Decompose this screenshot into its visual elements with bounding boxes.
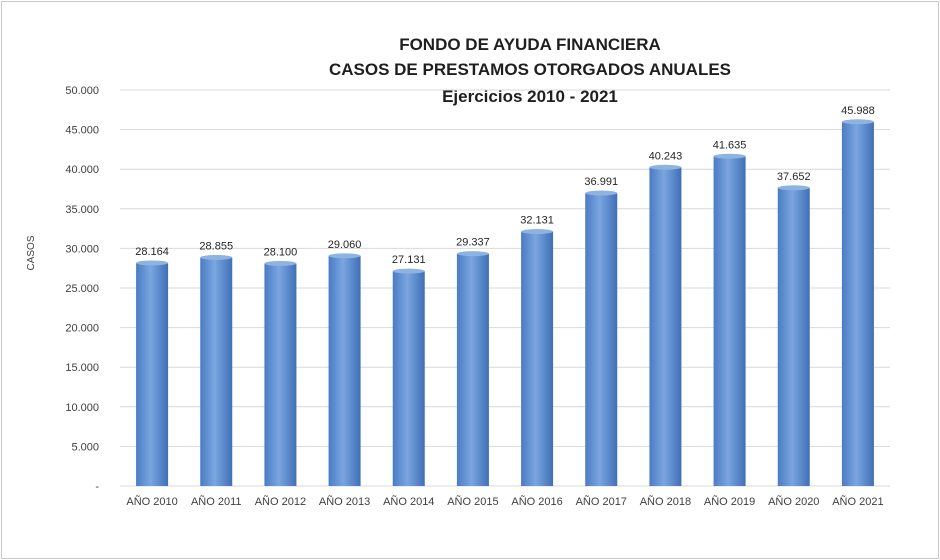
bar <box>392 268 425 486</box>
x-tick-label: AÑO 2021 <box>832 495 883 508</box>
bar-body <box>200 257 233 486</box>
y-tick-label: 20.000 <box>65 323 99 335</box>
y-tick-label: 5.000 <box>71 441 99 453</box>
data-label: 29.337 <box>456 237 490 249</box>
bar-body <box>841 121 874 487</box>
bar-top <box>328 253 361 259</box>
bar-body <box>585 193 618 486</box>
data-label: 28.100 <box>264 246 298 258</box>
bar-top <box>841 119 874 125</box>
x-tick-label: AÑO 2018 <box>640 495 691 508</box>
bar <box>649 164 682 486</box>
bar <box>264 260 297 486</box>
bar-top <box>264 260 297 266</box>
bar-body <box>136 262 169 486</box>
x-tick-label: AÑO 2014 <box>383 495 434 508</box>
bar-top <box>200 254 233 260</box>
chart-title-line-1: FONDO DE AYUDA FINANCIERA <box>399 35 661 54</box>
bar-body <box>392 271 425 486</box>
bar <box>200 254 233 486</box>
y-tick-label: 45.000 <box>65 125 99 137</box>
data-label: 36.991 <box>584 176 618 188</box>
bar-top <box>777 185 810 191</box>
bar-body <box>713 156 746 486</box>
x-tick-label: AÑO 2015 <box>447 495 498 508</box>
bar <box>841 119 874 487</box>
y-tick-label: 35.000 <box>65 204 99 216</box>
bar-top <box>521 229 554 235</box>
bar-top <box>649 164 682 170</box>
y-axis-label: CASOS <box>26 235 37 270</box>
gridlines <box>120 89 890 487</box>
bar-top <box>136 260 169 266</box>
data-labels: 28.164 28.855 28.100 29.060 27.131 29.337 32.1… <box>135 105 874 266</box>
x-tick-label: AÑO 2019 <box>704 495 755 508</box>
y-axis-ticks: - 5.000 10.000 15.000 20.000 25.000 30.000 35.0… <box>65 85 99 493</box>
x-axis-ticks: AÑO 2010 AÑO 2011 AÑO 2012 AÑO 2013 AÑO 2014… <box>126 495 883 508</box>
bar-top <box>392 268 425 274</box>
bar-body <box>264 263 297 486</box>
bar-body <box>456 253 489 486</box>
x-tick-label: AÑO 2010 <box>126 495 177 508</box>
data-label: 41.635 <box>713 139 747 151</box>
y-tick-label: 15.000 <box>65 362 99 374</box>
data-label: 32.131 <box>520 215 554 227</box>
bar-top <box>585 190 618 196</box>
chart-title-line-3: Ejercicios 2010 - 2021 <box>442 87 618 106</box>
data-label: 45.988 <box>841 105 875 117</box>
x-tick-label: AÑO 2017 <box>576 495 627 508</box>
data-label: 29.060 <box>328 239 362 251</box>
chart-title-line-2: CASOS DE PRESTAMOS OTORGADOS ANUALES <box>329 60 731 79</box>
bar-body <box>521 231 554 486</box>
bar <box>585 190 618 486</box>
data-label: 28.855 <box>199 240 233 252</box>
y-tick-label: - <box>95 481 99 493</box>
bar <box>521 229 554 486</box>
x-tick-label: AÑO 2016 <box>511 495 562 508</box>
bar-body <box>649 167 682 486</box>
bar <box>456 251 489 486</box>
y-tick-label: 40.000 <box>65 164 99 176</box>
bars <box>136 119 874 487</box>
x-tick-label: AÑO 2012 <box>255 495 306 508</box>
y-tick-label: 25.000 <box>65 283 99 295</box>
x-tick-label: AÑO 2013 <box>319 495 370 508</box>
data-label: 37.652 <box>777 171 811 183</box>
bar-top <box>713 153 746 159</box>
bar-top <box>456 251 489 257</box>
y-tick-label: 50.000 <box>65 85 99 97</box>
bar <box>136 260 169 486</box>
x-tick-label: AÑO 2011 <box>191 495 242 508</box>
bar <box>328 253 361 486</box>
y-tick-label: 10.000 <box>65 402 99 414</box>
bar <box>713 153 746 486</box>
bar-body <box>328 255 361 486</box>
y-tick-label: 30.000 <box>65 243 99 255</box>
data-label: 40.243 <box>649 150 683 162</box>
data-label: 28.164 <box>135 246 169 258</box>
data-label: 27.131 <box>392 254 426 266</box>
bar <box>777 185 810 487</box>
x-tick-label: AÑO 2020 <box>768 495 819 508</box>
bar-body <box>777 187 810 487</box>
